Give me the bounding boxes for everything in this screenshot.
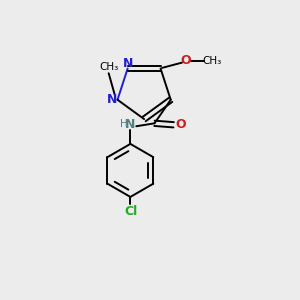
Text: N: N <box>125 118 136 131</box>
Text: CH₃: CH₃ <box>100 62 119 72</box>
Text: O: O <box>180 54 191 67</box>
Text: N: N <box>123 57 134 70</box>
Text: O: O <box>176 118 186 131</box>
Text: N: N <box>106 93 117 106</box>
Text: CH₃: CH₃ <box>202 56 222 66</box>
Text: H: H <box>120 119 128 130</box>
Text: Cl: Cl <box>124 205 137 218</box>
